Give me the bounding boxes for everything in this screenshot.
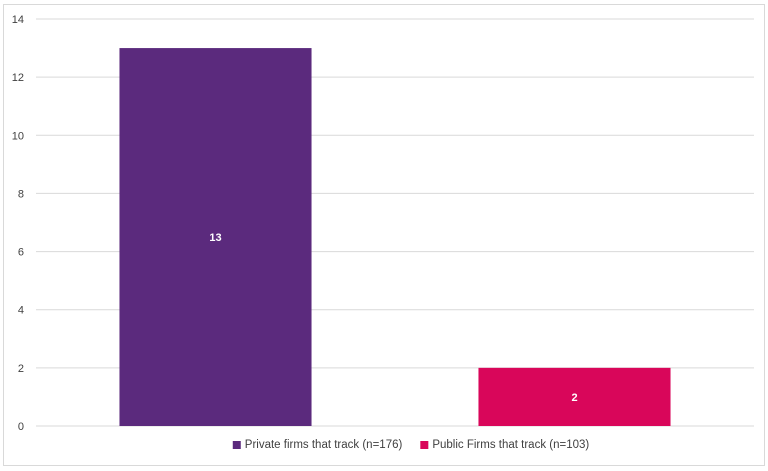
bar-1 — [119, 48, 312, 426]
y-tick-label-10: 10 — [12, 130, 24, 142]
data-label-2: 2 — [571, 392, 577, 404]
y-axis-tick-labels: 0 2 4 6 8 10 12 14 — [12, 14, 24, 433]
data-labels: 13 2 — [209, 232, 577, 404]
y-tick-label-6: 6 — [18, 247, 24, 259]
bar-2 — [478, 367, 671, 426]
legend-label-1: Private firms that track (n=176) — [245, 439, 403, 451]
legend-item-1: Private firms that track (n=176) — [232, 439, 403, 451]
bar-chart: 0 2 4 6 8 10 12 14 13 2 Private firms that track… — [12, 14, 754, 451]
legend: Private firms that track (n=176) Public F… — [232, 439, 589, 451]
legend-label-2: Public Firms that track (n=103) — [432, 439, 589, 451]
bars — [119, 48, 671, 426]
y-tick-label-4: 4 — [18, 305, 24, 317]
legend-swatch-1 — [232, 441, 241, 449]
y-tick-label-12: 12 — [12, 72, 24, 84]
y-tick-label-2: 2 — [18, 363, 24, 375]
y-tick-label-0: 0 — [18, 421, 24, 433]
legend-swatch-2 — [420, 441, 429, 449]
legend-item-2: Public Firms that track (n=103) — [420, 439, 589, 451]
y-tick-label-14: 14 — [12, 14, 24, 26]
data-label-1: 13 — [209, 232, 221, 244]
y-tick-label-8: 8 — [18, 188, 24, 200]
chart-frame: 0 2 4 6 8 10 12 14 13 2 Private firms that track… — [3, 4, 765, 466]
